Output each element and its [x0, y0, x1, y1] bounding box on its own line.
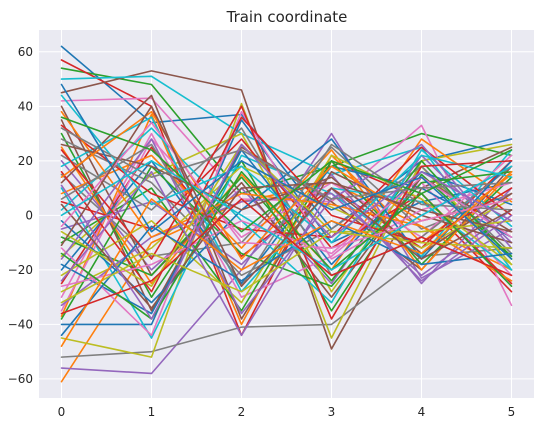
x-tick-label: 1	[148, 405, 156, 419]
series-line	[60, 192, 513, 307]
x-tick-label: 4	[418, 405, 426, 419]
y-tick-label: 60	[18, 45, 33, 59]
y-tick-label: 0	[25, 208, 33, 222]
y-tick-label: 20	[18, 154, 33, 168]
x-tick-label: 0	[58, 405, 66, 419]
series-line	[60, 170, 513, 348]
x-tick-label: 2	[238, 405, 246, 419]
series-line	[60, 160, 513, 285]
series-line	[60, 116, 513, 293]
y-tick-label: −20	[8, 263, 33, 277]
series-line	[60, 247, 513, 358]
y-tick-label: −40	[8, 317, 33, 331]
series-line	[60, 143, 513, 320]
series-line	[60, 138, 513, 315]
series-line	[60, 138, 513, 312]
series-line	[60, 94, 513, 244]
series-line	[60, 143, 513, 288]
series-line	[60, 67, 513, 195]
series-line	[60, 75, 513, 271]
series-line	[60, 105, 513, 320]
chart-title: Train coordinate	[226, 8, 348, 26]
series-line	[60, 127, 513, 277]
x-tick-label: 5	[508, 405, 516, 419]
series-line	[60, 110, 513, 282]
y-tick-label: −60	[8, 372, 33, 386]
series-line	[60, 220, 513, 337]
series-line	[60, 160, 513, 271]
x-tick-labels: 0 1 2 3 4 5	[58, 405, 516, 419]
series-line	[60, 170, 513, 320]
series-line	[60, 132, 513, 298]
series-line	[60, 105, 513, 288]
y-tick-labels: −60 −40 −20 0 20 40 60	[8, 45, 33, 386]
series-line	[60, 83, 513, 260]
series-line	[60, 143, 513, 288]
y-tick-label: 40	[18, 99, 33, 113]
x-tick-label: 3	[328, 405, 336, 419]
series-line	[60, 116, 513, 233]
series-layer	[60, 45, 513, 383]
